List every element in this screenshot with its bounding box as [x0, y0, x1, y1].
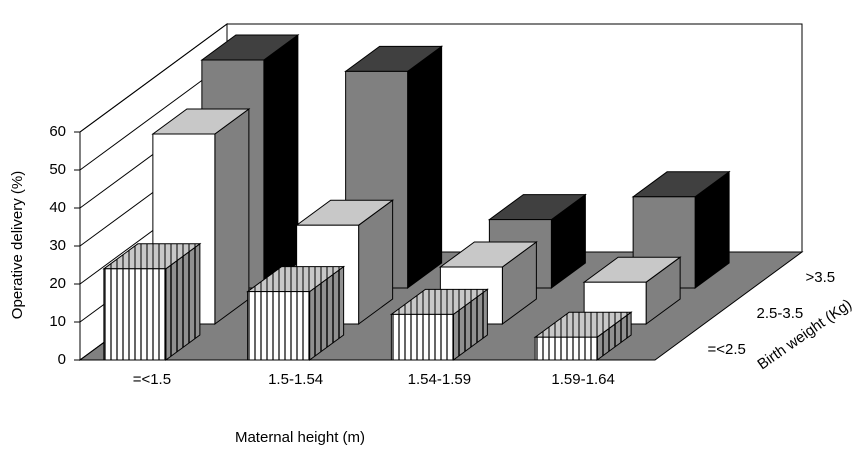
x-axis-label: Maternal height (m): [235, 429, 365, 446]
bar-front: [534, 336, 598, 361]
y-tick-label: 0: [58, 351, 66, 368]
y-tick-label: 20: [49, 275, 66, 292]
grid-line: [79, 23, 228, 133]
y-tick-label: 60: [49, 123, 66, 140]
x-tick-label: 1.54-1.59: [408, 371, 471, 388]
bar-side: [214, 108, 250, 325]
x-tick-label: =<1.5: [133, 371, 171, 388]
depth-tick-label: =<2.5: [708, 341, 746, 358]
y-tick-label: 40: [49, 199, 66, 216]
bar-front: [247, 291, 311, 361]
y-tick-label: 30: [49, 237, 66, 254]
y-tick-label: 50: [49, 161, 66, 178]
bar-front: [103, 268, 167, 361]
x-tick-label: 1.5-1.54: [268, 371, 323, 388]
bar-side: [407, 45, 443, 289]
y-tick-label: 10: [49, 313, 66, 330]
bar-front: [390, 313, 454, 361]
bar-side: [263, 34, 299, 289]
x-tick-label: 1.59-1.64: [551, 371, 614, 388]
depth-tick-label: >3.5: [806, 269, 836, 286]
depth-tick-label: 2.5-3.5: [757, 305, 804, 322]
y-axis-label: Operative delivery (%): [9, 171, 26, 319]
